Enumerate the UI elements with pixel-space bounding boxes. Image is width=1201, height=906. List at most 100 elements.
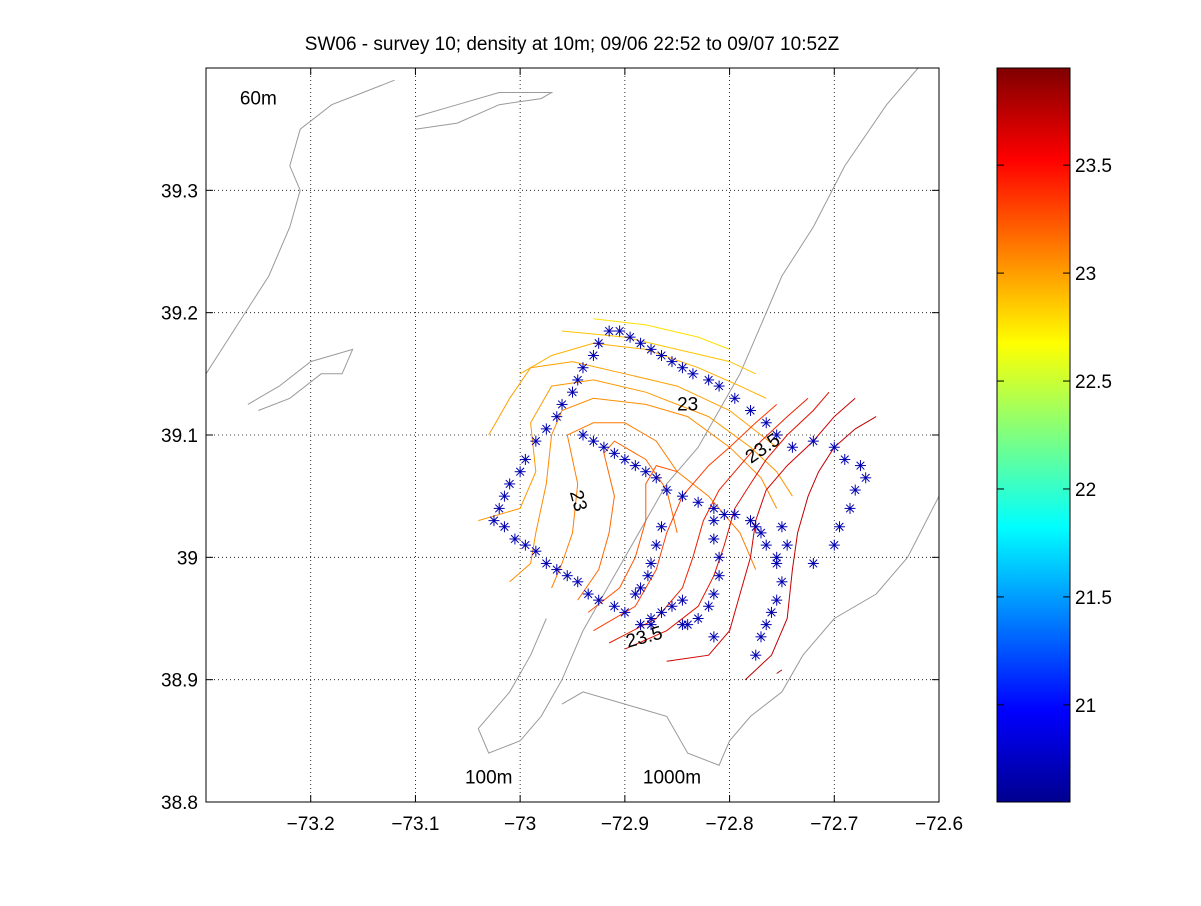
colorbar-tick-label: 23.5	[1075, 156, 1112, 177]
station-marker	[755, 527, 767, 539]
station-marker	[834, 521, 846, 533]
station-marker	[718, 509, 730, 521]
colorbar-ticks: 21 21.5 22 22.5 23 23.5	[997, 156, 1112, 717]
colorbar-tick-label: 22	[1075, 480, 1096, 501]
station-marker	[572, 374, 584, 386]
station-marker	[854, 460, 866, 472]
contour-line	[776, 669, 783, 674]
station-marker	[635, 582, 647, 594]
bathymetry-line	[561, 495, 939, 766]
station-marker	[504, 478, 516, 490]
station-marker	[666, 600, 678, 612]
station-marker	[619, 453, 631, 465]
contour-line	[587, 465, 678, 613]
depth-annotation: 60m	[240, 89, 277, 110]
station-marker	[771, 429, 783, 441]
contour-line	[577, 440, 678, 601]
station-marker	[645, 613, 657, 624]
contour-line	[488, 361, 778, 448]
station-marker	[776, 521, 788, 533]
station-marker	[828, 539, 840, 551]
contour-line	[744, 416, 877, 681]
station-marker	[519, 539, 531, 551]
plot-area	[206, 68, 939, 802]
station-marker	[692, 613, 704, 624]
depth-annotation: 100m	[465, 768, 513, 789]
station-marker	[676, 490, 688, 502]
station-marker	[514, 466, 526, 478]
station-marker	[692, 496, 704, 508]
station-marker	[635, 337, 647, 349]
station-marker	[509, 533, 521, 545]
station-marker	[551, 564, 563, 576]
station-marker	[645, 343, 657, 355]
station-marker	[629, 588, 641, 600]
station-marker	[624, 331, 636, 343]
station-marker	[656, 349, 668, 361]
station-marker	[755, 631, 767, 643]
station-marker	[629, 460, 641, 472]
station-marker	[642, 570, 654, 582]
y-tick-label: 39.2	[161, 304, 198, 325]
x-tick-label: −73.1	[391, 814, 439, 835]
station-marker	[771, 594, 783, 606]
station-marker	[807, 435, 819, 447]
colorbar	[996, 67, 1071, 803]
station-marker	[828, 441, 840, 453]
station-marker	[860, 472, 872, 484]
station-marker	[614, 325, 626, 337]
station-marker	[729, 509, 741, 521]
station-marker	[703, 374, 715, 386]
station-marker	[750, 521, 762, 533]
chart-title: SW06 - survey 10; density at 10m; 09/06 …	[305, 34, 840, 55]
station-marker	[561, 570, 573, 582]
station-marker	[708, 515, 720, 527]
station-marker	[760, 539, 772, 551]
y-tick-label: 39.1	[161, 426, 198, 447]
station-marker	[593, 337, 605, 349]
station-marker	[540, 557, 552, 569]
y-tick-label: 38.9	[161, 671, 198, 692]
station-marker	[687, 368, 699, 380]
x-tick-label: −72.9	[601, 814, 649, 835]
station-marker	[708, 631, 720, 643]
y-tick-label: 39	[177, 548, 198, 569]
bathymetry-line	[206, 79, 395, 375]
station-marker	[587, 349, 599, 361]
station-marker	[745, 515, 757, 527]
station-marker	[530, 435, 542, 447]
y-axis: 38.8 38.9 39 39.1 39.2 39.3	[161, 181, 939, 814]
station-marker	[640, 466, 652, 478]
station-marker	[619, 606, 631, 618]
y-tick-label: 38.8	[161, 793, 198, 814]
x-axis: −73.2 −73.1 −73 −72.9 −72.8 −72.7 −72.6	[287, 68, 963, 835]
station-marker	[650, 539, 662, 551]
bathymetry-line	[477, 68, 919, 754]
station-marker	[603, 325, 615, 337]
contour-line	[551, 422, 757, 589]
station-marker	[713, 551, 725, 563]
station-marker	[713, 570, 725, 582]
x-tick-label: −72.8	[706, 814, 754, 835]
station-marker	[676, 594, 688, 606]
station-marker	[745, 405, 757, 417]
bathymetry-line	[247, 348, 354, 411]
station-marker	[750, 649, 762, 661]
station-marker	[577, 429, 589, 441]
station-marker	[661, 484, 673, 496]
station-marker	[849, 484, 861, 496]
station-marker	[708, 502, 720, 514]
colorbar-tick-label: 21.5	[1075, 588, 1112, 609]
colorbar-tick-label: 23	[1075, 264, 1096, 285]
station-marker	[551, 411, 563, 423]
station-marker	[598, 441, 610, 453]
colorbar-tick-label: 21	[1075, 696, 1096, 717]
station-marker	[593, 594, 605, 606]
station-marker	[608, 600, 620, 612]
station-marker	[498, 490, 510, 502]
contour-line	[593, 318, 730, 350]
x-tick-label: −73.2	[287, 814, 335, 835]
depth-annotations: 60m 100m 1000m	[240, 89, 701, 789]
station-marker	[540, 423, 552, 435]
